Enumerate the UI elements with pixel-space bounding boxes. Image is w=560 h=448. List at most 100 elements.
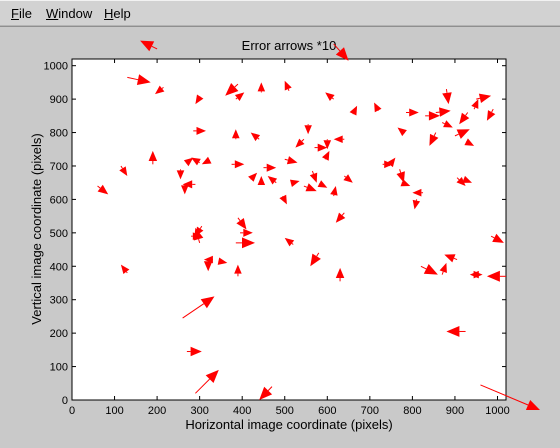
error-arrow-shaft <box>161 87 164 89</box>
error-arrow-shaft <box>195 378 210 394</box>
error-arrow-head <box>248 172 258 182</box>
error-arrow <box>193 227 204 244</box>
x-tick-label: 0 <box>69 405 75 417</box>
error-arrow-shaft <box>267 386 273 391</box>
error-arrow <box>469 270 481 279</box>
error-arrow <box>284 237 295 247</box>
menu-help[interactable]: Help <box>104 6 131 21</box>
error-arrow <box>323 139 332 150</box>
error-arrow-head <box>423 264 438 275</box>
error-arrow <box>335 212 346 223</box>
error-arrow-shaft <box>399 169 402 173</box>
error-arrow-head <box>309 172 318 183</box>
error-arrow <box>464 138 475 146</box>
error-arrow-shaft <box>333 43 341 52</box>
error-arrow-head <box>444 254 456 263</box>
error-arrow-head <box>323 140 332 150</box>
menu-file-rest: ile <box>18 6 32 21</box>
error-arrow-head <box>176 170 185 180</box>
error-arrow-shaft <box>237 217 241 222</box>
error-arrow-head <box>492 233 504 243</box>
menu-window-rest: indow <box>58 6 93 21</box>
error-arrow <box>259 386 273 400</box>
error-arrow-head <box>305 183 317 192</box>
error-arrow <box>325 92 335 101</box>
error-arrow-head <box>335 212 346 223</box>
error-arrow-shaft <box>453 257 458 261</box>
error-arrow <box>195 94 204 105</box>
error-arrow-head <box>148 150 158 161</box>
menu-window[interactable]: Window <box>46 6 92 21</box>
error-arrow-head <box>290 179 300 187</box>
menu-help-rest: elp <box>113 6 131 21</box>
error-arrow-head <box>225 83 239 96</box>
error-arrow-head <box>304 125 312 135</box>
error-arrow-shaft <box>331 97 334 100</box>
error-arrow <box>248 172 258 182</box>
error-arrow-head <box>205 369 219 383</box>
error-arrow-head <box>267 176 278 185</box>
error-arrow <box>310 252 321 267</box>
error-arrow-shaft <box>274 181 277 184</box>
y-tick-label: 100 <box>50 362 68 374</box>
error-arrow <box>250 132 261 142</box>
error-arrow-head <box>295 138 305 148</box>
error-arrow-head <box>234 160 245 169</box>
error-arrow-shaft <box>127 76 139 81</box>
error-arrow-head <box>409 108 419 117</box>
error-arrow-head <box>374 102 382 113</box>
error-arrow-shaft <box>490 235 495 239</box>
x-tick-label: 700 <box>361 405 379 417</box>
y-tick-label: 0 <box>62 395 68 407</box>
error-arrow <box>446 326 466 337</box>
error-arrow <box>444 254 458 263</box>
error-arrow-head <box>266 163 277 172</box>
error-arrow-shaft <box>420 265 427 270</box>
error-arrow <box>343 174 353 183</box>
error-arrow-shaft <box>291 243 294 245</box>
error-arrow <box>454 129 470 139</box>
error-arrow-head <box>191 157 201 166</box>
error-arrow-head <box>120 264 130 274</box>
error-arrow-head <box>456 129 470 139</box>
error-arrow-shaft <box>344 175 347 178</box>
error-arrow-shaft <box>480 384 529 406</box>
x-tick-label: 900 <box>446 405 464 417</box>
error-arrow <box>140 40 158 52</box>
error-arrow-head <box>330 186 338 196</box>
error-arrow <box>236 217 247 230</box>
error-arrows <box>97 40 540 410</box>
y-tick-label: 800 <box>50 128 68 140</box>
x-tick-label: 600 <box>318 405 336 417</box>
error-arrow <box>322 150 330 161</box>
error-arrow-head <box>119 166 128 176</box>
x-tick-label: 400 <box>233 405 251 417</box>
error-arrow-head <box>196 126 206 135</box>
error-arrow-head <box>471 99 479 109</box>
error-arrow-head <box>257 82 266 92</box>
error-arrow-shaft <box>182 303 205 319</box>
error-arrow <box>267 176 278 185</box>
error-arrow-head <box>384 160 394 169</box>
x-tick-label: 200 <box>148 405 166 417</box>
menu-bar: File Window Help <box>0 0 560 27</box>
error-arrow-shaft <box>257 137 260 140</box>
error-arrow-head <box>439 107 451 117</box>
error-arrow <box>183 157 194 167</box>
error-arrow <box>120 264 130 274</box>
error-arrow-head <box>429 133 439 146</box>
menu-file[interactable]: File <box>11 6 32 21</box>
error-arrow <box>420 264 438 275</box>
error-arrow <box>234 92 245 101</box>
menu-file-mnemonic: F <box>11 6 19 21</box>
error-arrow-head <box>284 237 295 247</box>
error-arrow-head <box>234 92 245 101</box>
error-arrow <box>382 160 394 169</box>
error-arrow-shaft <box>491 108 494 113</box>
y-tick-label: 400 <box>50 261 68 273</box>
x-tick-label: 100 <box>105 405 123 417</box>
error-arrow-shaft <box>234 83 239 88</box>
error-arrow-shaft <box>198 238 201 244</box>
y-tick-label: 900 <box>50 94 68 106</box>
error-arrow-shaft <box>441 271 444 275</box>
